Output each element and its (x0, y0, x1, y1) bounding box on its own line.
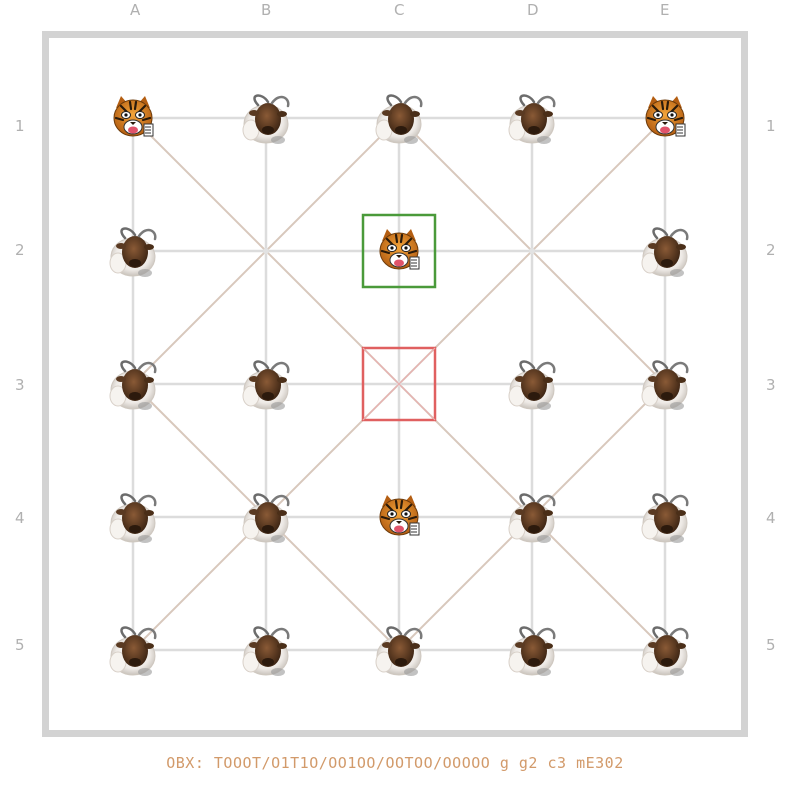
target-square-highlight[interactable] (361, 346, 437, 422)
goat-icon[interactable] (508, 626, 556, 676)
goat-icon[interactable] (641, 227, 689, 277)
rank-label-right-2: 2 (766, 241, 776, 259)
goat-icon[interactable] (508, 493, 556, 543)
goat-icon[interactable] (508, 360, 556, 410)
goat-icon[interactable] (242, 360, 290, 410)
rank-label-left-5: 5 (15, 636, 25, 654)
goat-icon[interactable] (641, 493, 689, 543)
goat-icon[interactable] (242, 493, 290, 543)
rank-label-right-3: 3 (766, 376, 776, 394)
goat-icon[interactable] (242, 626, 290, 676)
goat-icon[interactable] (508, 94, 556, 144)
rank-label-right-4: 4 (766, 509, 776, 527)
rank-label-left-4: 4 (15, 509, 25, 527)
goat-icon[interactable] (242, 94, 290, 144)
goat-icon[interactable] (641, 626, 689, 676)
tiger-icon[interactable] (379, 229, 420, 270)
fen-string: OBX: TOOOT/O1T1O/OO1OO/OOTOO/OOOOO g g2 … (166, 754, 624, 772)
goat-icon[interactable] (109, 360, 157, 410)
tiger-icon[interactable] (113, 96, 154, 137)
goat-icon[interactable] (375, 94, 423, 144)
tiger-icon[interactable] (645, 96, 686, 137)
goat-icon[interactable] (641, 360, 689, 410)
goat-icon[interactable] (109, 493, 157, 543)
target-cross (362, 347, 436, 421)
rank-label-right-1: 1 (766, 117, 776, 135)
file-label-a: A (130, 1, 141, 19)
file-label-d: D (527, 1, 539, 19)
goat-icon[interactable] (375, 626, 423, 676)
board-point[interactable] (263, 248, 269, 254)
selected-square-highlight[interactable] (361, 213, 437, 289)
rank-label-right-5: 5 (766, 636, 776, 654)
goat-icon[interactable] (109, 626, 157, 676)
file-label-e: E (660, 1, 670, 19)
rank-label-left-2: 2 (15, 241, 25, 259)
board-point[interactable] (529, 248, 535, 254)
file-label-c: C (394, 1, 405, 19)
rank-label-left-1: 1 (15, 117, 25, 135)
rank-label-left-3: 3 (15, 376, 25, 394)
tiger-icon[interactable] (379, 495, 420, 536)
goat-icon[interactable] (109, 227, 157, 277)
file-label-b: B (261, 1, 272, 19)
